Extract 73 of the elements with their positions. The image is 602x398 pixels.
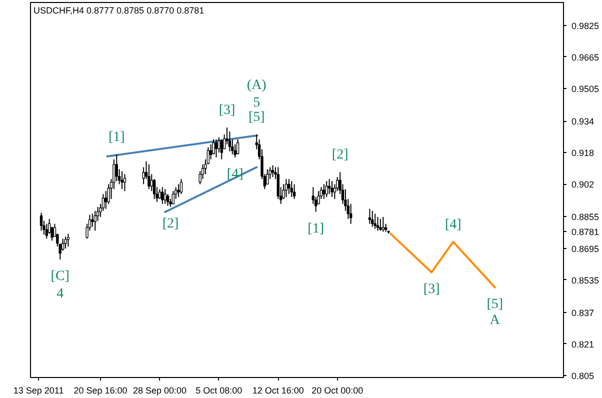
x-tick-label: 12 Oct 16:00	[252, 386, 304, 396]
candlestick	[236, 138, 240, 155]
y-tick-label: 0.9505	[572, 84, 600, 94]
candlestick	[40, 212, 43, 232]
candlestick	[45, 223, 48, 240]
candlestick	[66, 233, 70, 248]
candlestick	[164, 188, 166, 204]
candlestick	[120, 170, 124, 190]
candlestick	[180, 178, 183, 195]
x-tick-label: 28 Sep 00:00	[132, 386, 186, 396]
candlestick	[325, 180, 328, 198]
candlestick	[379, 218, 382, 232]
x-tick-label: 13 Sep 2011	[13, 386, 64, 396]
annotation: A	[490, 312, 501, 328]
candlestick	[148, 164, 150, 190]
candlestick	[123, 174, 126, 192]
candlestick	[64, 236, 67, 249]
candlestick	[328, 178, 331, 195]
y-tick-label: 0.8781	[572, 226, 600, 237]
annotation: [5]	[486, 296, 504, 312]
candlestick	[288, 178, 290, 195]
candlestick	[292, 184, 296, 200]
candlestick	[371, 210, 374, 228]
annotation: [1]	[108, 130, 125, 145]
y-tick-label: 0.821	[572, 339, 594, 350]
y-tick-label: 0.902	[572, 180, 594, 190]
candlestick	[374, 213, 376, 230]
candlestick	[266, 168, 269, 185]
y-tick-label: 0.8535	[572, 275, 600, 286]
candlestick	[330, 180, 334, 198]
candlestick	[210, 144, 212, 160]
y-tick-label: 0.8695	[572, 244, 600, 254]
candlestick	[382, 216, 384, 232]
candlestick	[220, 138, 223, 160]
y-tick-label: 0.8855	[572, 212, 600, 222]
annotation: (A)	[246, 78, 267, 93]
annotation: [C]	[50, 269, 70, 284]
candlestick	[271, 164, 274, 178]
y-tick-label: 0.837	[572, 308, 594, 318]
candlestick	[284, 178, 288, 198]
candlestick	[214, 138, 218, 158]
chart-title: USDCHF,H4 0.8777 0.8785 0.8770 0.8781	[34, 6, 204, 16]
x-tick-label: 5 Oct 08:00	[196, 386, 242, 396]
annotation: [2]	[332, 148, 348, 163]
annotation: [3]	[423, 282, 440, 297]
candlestick	[48, 218, 51, 234]
annotation: [3]	[218, 103, 236, 118]
candlestick	[234, 144, 236, 158]
y-tick-label: 0.805	[572, 371, 594, 382]
candlestick	[91, 213, 94, 228]
candlestick	[158, 188, 162, 200]
candlestick	[201, 164, 204, 180]
candlestick	[322, 184, 326, 200]
candlestick	[161, 186, 164, 204]
annotation: [1]	[308, 221, 324, 236]
candlestick	[172, 190, 175, 204]
y-tick-label: 0.9665	[572, 52, 600, 62]
candlestick	[290, 180, 293, 198]
annotation: 5	[253, 95, 260, 110]
candlestick	[368, 208, 372, 224]
x-tick-label: 20 Sep 16:00	[74, 386, 128, 396]
annotation: [2]	[162, 216, 179, 232]
y-tick-label: 0.918	[572, 148, 594, 158]
x-tick-label: 20 Oct 00:00	[312, 386, 364, 396]
annotation: [4]	[444, 217, 462, 232]
y-tick-label: 0.934	[572, 116, 594, 127]
annotation: 4	[56, 286, 64, 302]
candlestick	[94, 210, 96, 232]
annotation: [5]	[248, 110, 265, 125]
y-tick-label: 0.9825	[572, 20, 600, 31]
candlestick	[349, 203, 352, 224]
candlestick	[376, 216, 380, 232]
candlestick	[228, 131, 232, 152]
